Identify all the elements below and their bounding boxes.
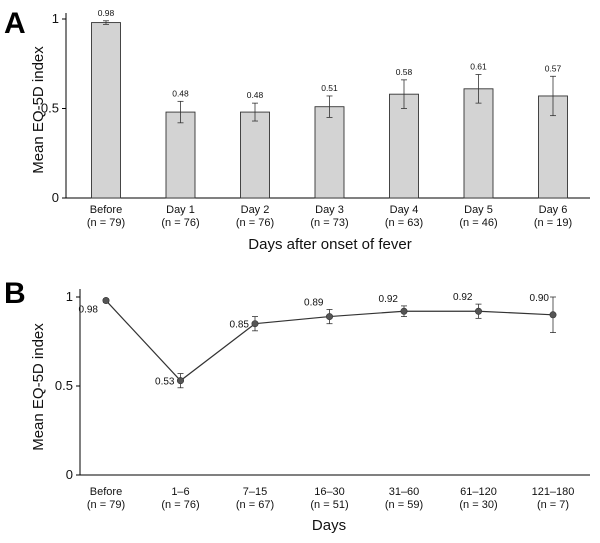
panel-a-xtick-n: (n = 19) — [534, 217, 572, 229]
panel-a: A Mean EQ-5D index Days after onset of f… — [4, 7, 590, 253]
panel-b-data-label: 0.90 — [530, 293, 550, 304]
panel-a-xtick-n: (n = 76) — [236, 217, 274, 229]
panel-a-xtick-label: Day 2 — [241, 204, 270, 216]
panel-b-xlabel: Days — [312, 517, 346, 534]
panel-a-xtick-label: Day 1 — [166, 204, 195, 216]
panel-b-ytick-label: 0.5 — [55, 378, 73, 393]
panel-b-xtick-n: (n = 7) — [537, 499, 569, 511]
panel-a-xtick-n: (n = 63) — [385, 217, 423, 229]
panel-a-data-label: 0.61 — [470, 61, 487, 71]
panel-b-point — [177, 377, 185, 385]
panel-b-xtick-label: 31–60 — [389, 486, 420, 498]
panel-a-bar — [240, 111, 270, 199]
panel-a-bar — [314, 106, 345, 199]
panel-a-bar — [389, 93, 419, 199]
panel-a-xtick-n: (n = 79) — [87, 217, 125, 229]
panel-a-bar — [91, 22, 121, 199]
panel-a-bar — [463, 88, 494, 199]
panel-a-xtick-label: Before — [90, 204, 122, 216]
panel-a-letter: A — [4, 7, 26, 40]
panel-b-xtick-n: (n = 76) — [161, 499, 199, 511]
panel-b-data-label: 0.89 — [304, 297, 324, 308]
panel-b-point — [102, 297, 110, 305]
panel-b-xtick-n: (n = 51) — [310, 499, 348, 511]
panel-b-xtick-label: 1–6 — [171, 486, 189, 498]
panel-a-xtick-n: (n = 73) — [310, 217, 348, 229]
panel-b-data-label: 0.92 — [453, 292, 473, 303]
panel-b-ylabel: Mean EQ-5D index — [30, 323, 47, 451]
panel-a-data-label: 0.48 — [247, 90, 264, 100]
panel-b-xtick-label: 121–180 — [532, 486, 575, 498]
panel-a-ytick-label: 0.5 — [41, 101, 59, 116]
panel-a-xtick-label: Day 4 — [390, 204, 419, 216]
panel-a-xtick-label: Day 5 — [464, 204, 493, 216]
panel-a-data-label: 0.57 — [545, 63, 562, 73]
panel-b-xtick-label: 7–15 — [243, 486, 267, 498]
panel-b-xtick-n: (n = 79) — [87, 499, 125, 511]
panel-b-data-label: 0.85 — [230, 320, 250, 331]
panel-a-data-label: 0.58 — [396, 67, 413, 77]
panel-a-bar — [165, 111, 196, 199]
panel-b-point — [251, 320, 259, 328]
panel-b-ytick-label: 1 — [66, 289, 73, 304]
panel-b-data-label: 0.53 — [155, 377, 175, 388]
panel-b-xtick-label: 61–120 — [460, 486, 497, 498]
panel-b-xtick-label: Before — [90, 486, 122, 498]
panel-a-ytick-label: 0 — [52, 190, 59, 205]
panel-b-point — [474, 307, 482, 315]
panel-b: B Mean EQ-5D index Days 0 0.5 1 0.98 0.53 0.… — [4, 277, 590, 534]
panel-a-xlabel: Days after onset of fever — [248, 236, 411, 253]
panel-a-data-label: 0.48 — [172, 88, 189, 98]
panel-b-point — [325, 313, 333, 321]
panel-b-letter: B — [4, 277, 26, 310]
panel-b-point — [549, 311, 557, 319]
panel-b-xtick-n: (n = 59) — [385, 499, 423, 511]
panel-b-point — [400, 307, 408, 315]
panel-a-xtick-n: (n = 76) — [161, 217, 199, 229]
panel-b-xtick-n: (n = 30) — [459, 499, 497, 511]
panel-a-bar — [538, 95, 568, 199]
panel-b-data-label: 0.92 — [379, 294, 399, 305]
panel-b-ytick-label: 0 — [66, 467, 73, 482]
panel-a-data-label: 0.51 — [321, 83, 338, 93]
panel-a-xtick-label: Day 3 — [315, 204, 344, 216]
panel-a-xtick-label: Day 6 — [539, 204, 568, 216]
panel-b-xtick-label: 16–30 — [314, 486, 345, 498]
panel-b-xtick-n: (n = 67) — [236, 499, 274, 511]
panel-a-xtick-n: (n = 46) — [459, 217, 497, 229]
panel-a-ylabel: Mean EQ-5D index — [30, 46, 47, 174]
panel-b-data-label: 0.98 — [79, 305, 99, 316]
panel-a-ytick-label: 1 — [52, 11, 59, 26]
panel-a-data-label: 0.98 — [98, 8, 115, 18]
